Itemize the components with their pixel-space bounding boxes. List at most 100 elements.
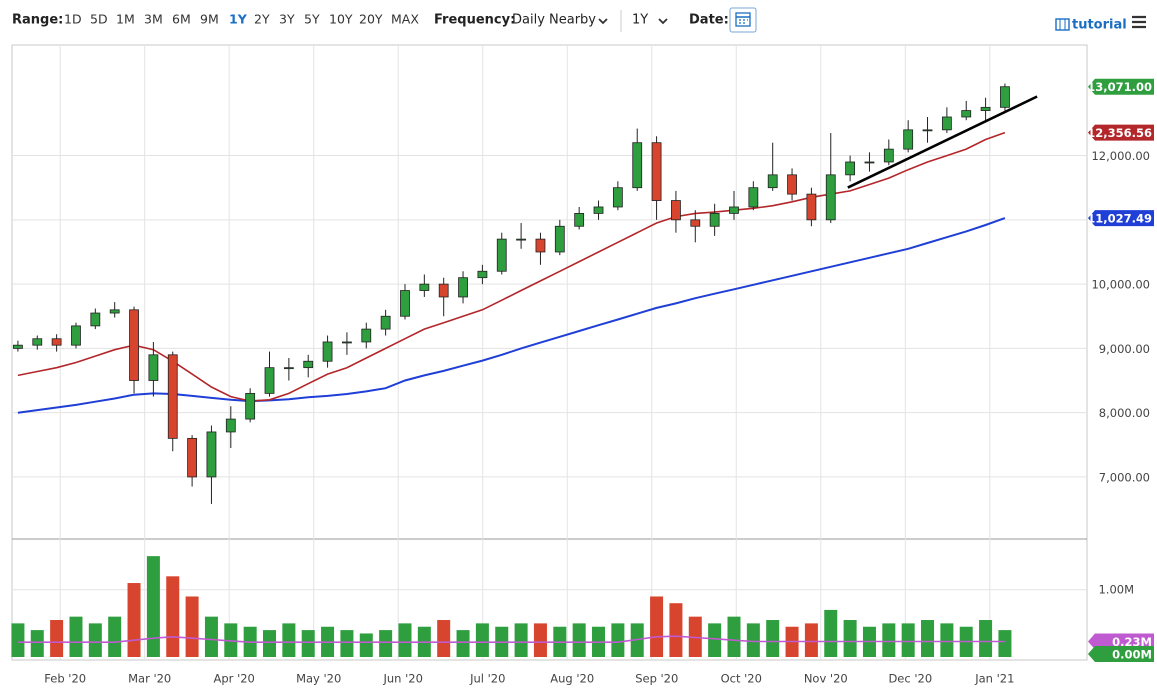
price-badge-label: 0.23M [1112,635,1152,649]
candle-body [187,437,197,478]
candle-body [129,309,139,381]
volume-bar [940,623,954,657]
candle-body [283,367,294,370]
ma50-line [17,131,1006,402]
candle-body [806,193,817,221]
x-tick-label: Jun '20 [383,672,423,686]
candle-body [1000,86,1010,108]
x-tick-label: Nov '20 [804,672,848,686]
range-button[interactable]: 3Y [279,12,295,27]
candle-body [825,174,836,221]
range-button[interactable]: 10Y [329,12,353,27]
x-tick-label: Jul '20 [469,672,505,686]
candle-body [671,200,681,221]
volume-bar [921,620,935,657]
volume-ma-line [17,635,1005,643]
price-badge-label: 13,071.00 [1087,80,1152,94]
price-badge-label: 11,027.49 [1087,212,1152,226]
trendline [847,95,1038,189]
volume-bar [650,596,664,657]
frequency-label: Frequency: [434,13,515,28]
candle-body [303,360,314,369]
candle-body [206,431,217,478]
x-tick-label: Dec '20 [888,672,932,686]
candle-body [787,174,797,195]
volume-bar [146,556,160,657]
range-button[interactable]: 2Y [254,12,270,27]
candle-body [13,344,23,349]
range-button[interactable]: 1M [116,12,135,27]
price-badge-label: 0.00M [1112,648,1152,662]
volume-bar [572,623,586,657]
candle-body [71,325,81,346]
candle-body [148,354,159,381]
volume-bar [979,620,993,657]
range-buttons: 1D 5D 1M 3M 6M 9M 1Y 2Y 3Y 5Y 10Y 20Y MAX [64,12,419,27]
y-tick-label: 8,000.00 [1099,406,1150,420]
volume-bar [127,583,141,657]
volume-bar [533,623,547,657]
tutorial-text[interactable]: tutorial [1072,18,1127,33]
volume-bar [398,623,412,657]
volume-bar [282,623,296,657]
volume-bar [263,630,277,657]
tutorial-link[interactable]: tutorial [1055,18,1127,33]
x-tick-label: Apr '20 [214,672,255,686]
candle-body [51,338,62,346]
caret[interactable] [598,18,608,25]
volume-bar [437,620,451,657]
x-tick-label: Aug '20 [550,672,594,686]
volume-bar [108,616,122,657]
frequency-select[interactable]: Daily Nearby [512,13,596,28]
range-button[interactable]: 20Y [359,12,383,27]
volume-bar [456,630,470,657]
range-button[interactable]: 5Y [304,12,320,27]
range-label: Range: [12,13,63,28]
caret[interactable] [658,18,668,25]
price-badge [1088,633,1154,650]
range-button[interactable]: 5D [90,12,108,27]
candle-body [864,161,875,164]
candle-body [264,367,275,394]
range-button[interactable]: 1Y [229,12,248,27]
range-button[interactable]: 3M [144,12,163,27]
volume-bar [746,623,760,657]
candle-body [729,206,739,214]
volume-bar [185,596,199,657]
volume-bar [475,623,489,657]
candle-body [361,328,372,343]
range-button[interactable]: MAX [391,12,419,27]
volume-bar [379,630,393,657]
plot-frame [11,44,1088,661]
period-select[interactable]: 1Y [632,13,648,28]
volume-bar [301,630,315,657]
volume-tick-label: 1.00M [1098,582,1134,596]
volume-bar [204,616,218,657]
volume-bar [69,616,83,657]
range-button[interactable]: 6M [172,12,191,27]
volume-bar [669,603,683,657]
calendar-button[interactable] [729,7,757,33]
menu-icon[interactable] [1132,15,1146,29]
plot: Feb '20 Mar '20 Apr '20 May '20 Jun '20 Jul '… [11,45,1154,686]
x-tick-label: Oct '20 [721,672,762,686]
candle-body [245,392,256,420]
price-badge [1088,124,1154,141]
volume-bar [708,623,722,657]
volume-bar [166,576,180,657]
y-tick-label: 7,000.00 [1099,470,1150,484]
x-tick-label: Mar '20 [128,672,171,686]
candle-body [380,315,391,330]
volume-bar [514,623,528,657]
volume-bar [882,623,896,657]
candle-body [767,174,778,189]
range-button[interactable]: 1D [64,12,82,27]
range-button[interactable]: 9M [200,12,219,27]
x-tick-label: May '20 [296,672,341,686]
volume-bar [359,633,373,657]
candle-body [342,341,352,344]
x-tick-label: Feb '20 [44,672,86,686]
volume-bar [88,623,102,657]
y-tick-label: 10,000.00 [1091,278,1150,292]
date-label: Date: [689,13,729,28]
